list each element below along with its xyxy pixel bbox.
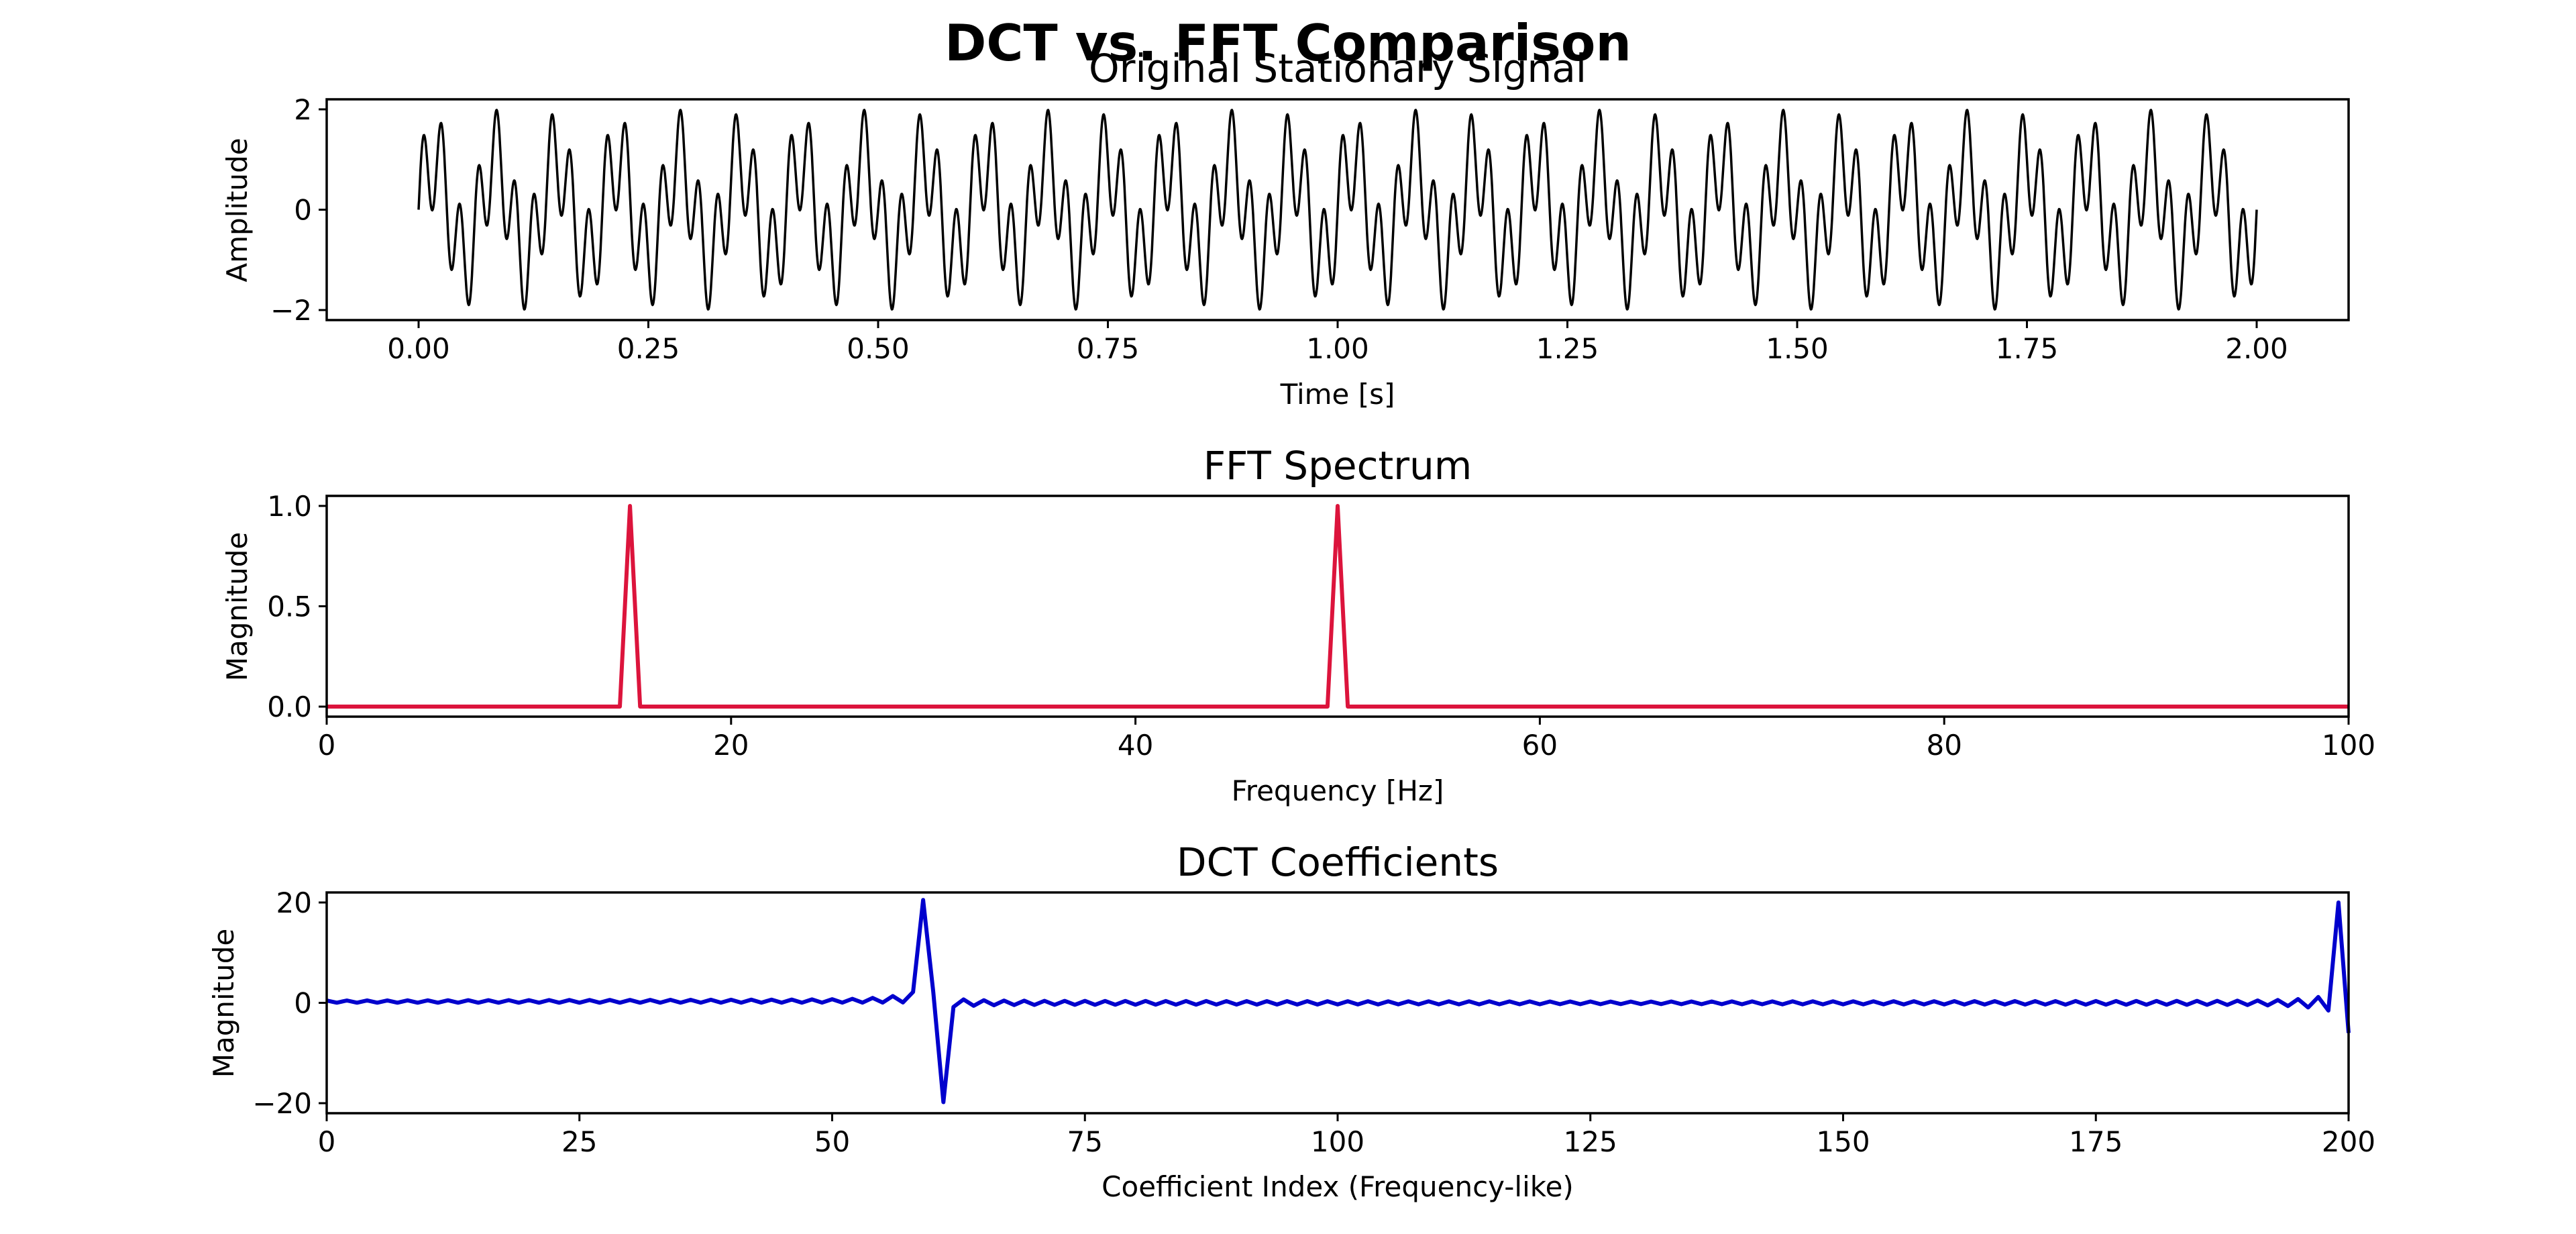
fft-xtick-label: 0 — [318, 729, 336, 762]
dct-xlabel: Coefficient Index (Frequency-like) — [1102, 1170, 1574, 1203]
fft-xtick-label: 20 — [713, 729, 749, 762]
fft-ytick-label: 1.0 — [267, 490, 312, 523]
signal-axes-frame — [325, 98, 2350, 321]
dct-ylabel: Magnitude — [207, 929, 240, 1078]
signal-xtick-label: 0.75 — [1077, 332, 1140, 365]
dct-xtick-label: 125 — [1564, 1125, 1617, 1158]
signal-ytick-label: 2 — [294, 93, 312, 126]
signal-xtick-label: 0.00 — [387, 332, 450, 365]
signal-xtick-label: 0.50 — [847, 332, 910, 365]
signal-ylabel: Amplitude — [221, 138, 254, 282]
signal-title: Original Stationary Signal — [1089, 46, 1587, 91]
dct-xtick-label: 150 — [1816, 1125, 1870, 1158]
fft-xlabel: Frequency [Hz] — [1232, 774, 1444, 807]
fft-ytick-label: 0.0 — [267, 690, 312, 723]
dct-xtick-label: 50 — [814, 1125, 850, 1158]
fft-xtick-label: 100 — [2322, 729, 2375, 762]
dct-xtick-label: 100 — [1311, 1125, 1364, 1158]
fft-xtick-label: 60 — [1522, 729, 1558, 762]
signal-xtick-label: 1.75 — [1996, 332, 2059, 365]
dct-xtick-label: 200 — [2322, 1125, 2375, 1158]
fft-axes-frame — [325, 495, 2350, 718]
figure-suptitle: DCT vs. FFT Comparison — [945, 13, 1631, 72]
fft-ylabel: Magnitude — [221, 532, 254, 682]
dct-title: DCT Coefficients — [1177, 839, 1499, 885]
dct-xtick-label: 25 — [561, 1125, 597, 1158]
signal-xtick-label: 0.25 — [617, 332, 680, 365]
fft-panel: FFT Spectrum Frequency [Hz] Magnitude 0 2… — [221, 443, 2375, 807]
signal-xtick-label: 1.00 — [1306, 332, 1369, 365]
signal-xtick-label: 1.25 — [1536, 332, 1599, 365]
dct-ytick-label: 20 — [276, 886, 312, 919]
signal-ytick-label: −2 — [270, 294, 312, 327]
dct-xtick-label: 75 — [1067, 1125, 1103, 1158]
fft-xtick-label: 80 — [1926, 729, 1962, 762]
signal-xtick-label: 2.00 — [2225, 332, 2288, 365]
dct-ytick-label: −20 — [252, 1087, 312, 1120]
signal-xtick-label: 1.50 — [1766, 332, 1829, 365]
dct-ytick-label: 0 — [294, 987, 312, 1020]
signal-panel: Original Stationary Signal Time [s] Ampl… — [221, 46, 2350, 411]
dct-panel: DCT Coefficients Coefficient Index (Freq… — [207, 839, 2375, 1203]
fft-ytick-label: 0.5 — [267, 590, 312, 623]
fft-ticks: 0 20 40 60 80 100 0.0 0.5 1.0 — [267, 490, 2375, 762]
signal-ticks: 0.00 0.25 0.50 0.75 1.00 1.25 1.50 1.75 2.00 −2 0 2 — [270, 93, 2288, 365]
fft-xtick-label: 40 — [1118, 729, 1153, 762]
signal-ytick-label: 0 — [294, 194, 312, 227]
signal-series-line — [417, 109, 2258, 311]
dct-xtick-label: 0 — [318, 1125, 336, 1158]
signal-xlabel: Time [s] — [1280, 378, 1395, 411]
dct-series-line — [326, 898, 2351, 1104]
dct-xtick-label: 175 — [2069, 1125, 2123, 1158]
dct-axes-frame — [325, 891, 2350, 1115]
fft-series-line — [327, 504, 2349, 709]
fft-title: FFT Spectrum — [1203, 443, 1472, 489]
